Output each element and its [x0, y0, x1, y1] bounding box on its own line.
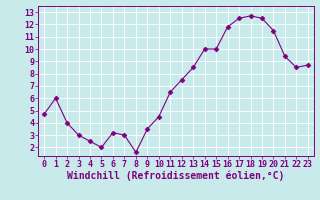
X-axis label: Windchill (Refroidissement éolien,°C): Windchill (Refroidissement éolien,°C): [67, 171, 285, 181]
